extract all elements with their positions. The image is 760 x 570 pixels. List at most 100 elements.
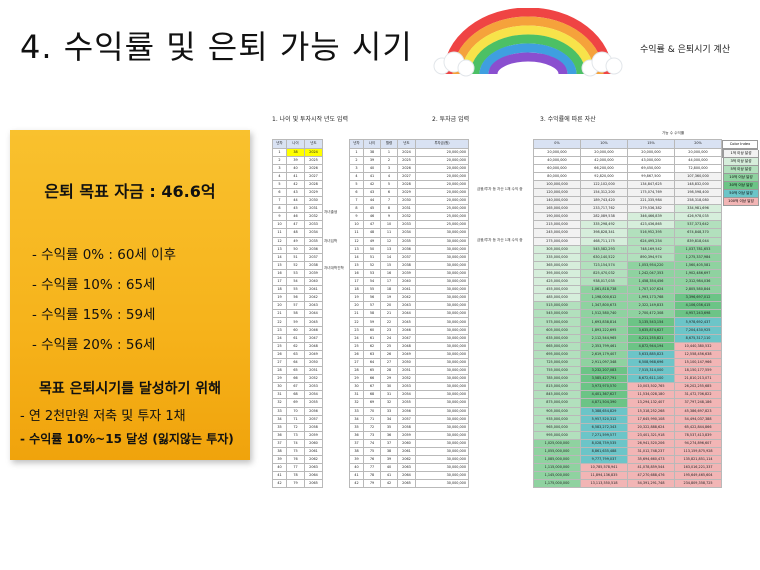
table-cell: 29 [349, 374, 364, 384]
table-cell: 39 [286, 155, 305, 165]
section-3-label: 3. 수익률에 따른 자산 [540, 116, 596, 123]
section-2-label: 2. 투자금 입력 [432, 116, 470, 123]
table-cell: 5 [380, 179, 398, 189]
table-row: 695,000,000 2,619,179,407 5,633,885,823 12,… [533, 349, 722, 359]
table-cell: 20 [272, 301, 287, 311]
table-cell: 73 [286, 430, 305, 440]
table-cell: 13,113,550,518 [580, 479, 628, 489]
table-cell: 40,000,000 [533, 155, 581, 165]
table-row: 965,000,000 6,583,272,343 20,322,888,624 65… [533, 422, 722, 432]
table-cell: 2048 [397, 341, 416, 351]
table-cell: 1,347,800,673 [580, 301, 628, 311]
table-cell: 723,154,574 [580, 260, 628, 270]
table-cell: 395,000,000 [533, 268, 581, 279]
table-cell: 2046 [304, 325, 323, 335]
table-row: 815,000,000 3,973,970,570 10,003,502,765 26… [533, 382, 722, 392]
table-row: 37 74 37 2060 30,000,000 [349, 438, 469, 448]
table-cell: 27 [380, 357, 398, 368]
table-cell: 2036 [397, 244, 416, 254]
table-cell: 2059 [304, 430, 323, 440]
table-row: 41 78 2064 [272, 471, 323, 481]
table-cell: 2060 [397, 438, 416, 448]
table-cell: 30,000,000 [415, 325, 469, 335]
table-cell: 20,000,000 [674, 147, 722, 157]
table-cell: 233,717,762 [580, 204, 628, 214]
table-row: 395,000,000 825,470,032 1,242,047,353 1,902… [533, 268, 722, 279]
table-cell: 41,078,859,544 [627, 463, 675, 473]
table-cell: 38 [363, 147, 381, 157]
table-cell: 2051 [397, 366, 416, 376]
table-cell: 66 [286, 374, 305, 384]
table-row: 275,000,000 468,711,175 624,495,254 839,818… [533, 236, 722, 246]
table-cell: 1,893,222,695 [580, 325, 628, 335]
table-cell: 67 [286, 382, 305, 392]
table-cell: 8 [272, 204, 287, 214]
table-cell: 1,242,047,353 [627, 268, 675, 279]
table-cell: 30,000,000 [415, 430, 469, 440]
table-cell: 2055 [397, 398, 416, 408]
table-cell: 34 [272, 414, 287, 424]
table-row: 515,000,000 1,347,800,673 2,322,149,833 4,1… [533, 301, 722, 311]
table-cell: 11,534,028,180 [627, 390, 675, 400]
summary-box: 은퇴 목표 자금 : 46.6억 - 수익률 0% : 60세 이후 - 수익률… [10, 130, 250, 460]
table-cell: 1,145,000,000 [533, 471, 581, 481]
table-cell: 2038 [397, 260, 416, 270]
table-cell: 2 [272, 155, 287, 165]
table-cell: 62 [286, 341, 305, 351]
table-cell: 1 [272, 147, 287, 157]
table-cell: 33 [380, 406, 398, 416]
table-cell: 2053 [304, 382, 323, 392]
note-side: 자녀출생 [324, 210, 338, 214]
table-cell: 30,000,000 [415, 455, 469, 465]
table-cell: 575,000,000 [533, 317, 581, 327]
table-row: 9 46 2032 [272, 212, 323, 222]
goal-heading: 목표 은퇴시기를 달성하기 위해 [38, 381, 222, 397]
table-cell: 825,470,032 [580, 268, 628, 279]
table-cell: 30,000,000 [415, 341, 469, 351]
table-row: 39 76 39 2062 30,000,000 [349, 455, 469, 465]
table-cell: 234,809,358,725 [674, 479, 722, 489]
table-cell: 695,000,000 [533, 349, 581, 359]
table-cell: 2026 [304, 163, 323, 173]
table-row: 335,000,000 630,140,522 890,394,974 1,275,3… [533, 252, 722, 262]
table-row: 140,000,000 189,743,420 221,335,984 258,318… [533, 196, 722, 206]
table-cell: 221,335,984 [627, 196, 675, 206]
table-cell: 195,649,465,604 [674, 471, 722, 481]
table-row: 5 42 5 2028 20,000,000 [349, 179, 469, 189]
table-row: 1,025,000,000 8,028,759,535 26,941,520,206… [533, 438, 722, 448]
table-cell: 2045 [304, 317, 323, 327]
table-cell: 2041 [397, 285, 416, 295]
table-row: 7 44 7 2030 20,000,000 [349, 196, 469, 206]
table-cell: 68 [286, 390, 305, 400]
table-cell: 25 [272, 341, 287, 351]
table-cell: 61 [363, 333, 381, 343]
table-cell: 30,000,000 [415, 276, 469, 287]
table-cell: 15,318,252,268 [627, 406, 675, 416]
table-cell: 54,494,037,388 [674, 414, 722, 424]
table-cell: 24 [380, 333, 398, 343]
table-cell: 56 [286, 293, 305, 303]
table-row: 8 45 8 2031 25,000,000 [349, 204, 469, 214]
table-cell: 42 [286, 179, 305, 189]
goal-item: - 연 2천만원 저축 및 투자 1채 [20, 409, 186, 424]
table-cell: 20 [380, 301, 398, 311]
table-cell: 42 [363, 179, 381, 189]
table-cell: 7,515,314,000 [627, 366, 675, 376]
table-row: 10 47 2033 [272, 220, 323, 230]
table-cell: 20,000,000 [415, 196, 469, 206]
column-header: 20% [674, 139, 722, 149]
table-cell: 16 [272, 268, 287, 279]
table-cell: 2043 [397, 301, 416, 311]
table-cell: 23,401,321,918 [627, 430, 675, 440]
table-cell: 37 [272, 438, 287, 448]
table-cell: 9 [272, 212, 287, 222]
table-cell: 2056 [304, 406, 323, 416]
table-row: 13 50 13 2036 30,000,000 [349, 244, 469, 254]
table-cell: 66 [363, 374, 381, 384]
table-cell: 2031 [397, 204, 416, 214]
table-cell: 7,204,430,925 [674, 325, 722, 335]
table-cell: 890,394,974 [627, 252, 675, 262]
table-row: 905,000,000 5,388,654,829 15,318,252,268 45… [533, 406, 722, 416]
table-row: 845,000,000 4,401,367,627 11,534,028,180 31… [533, 390, 722, 400]
table-cell: 43 [363, 187, 381, 198]
